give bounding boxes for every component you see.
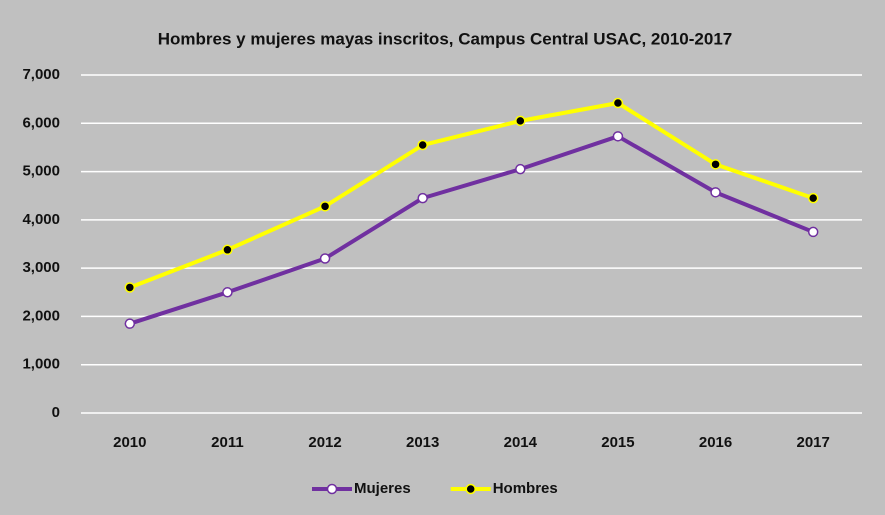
- legend-marker: [465, 483, 476, 495]
- y-tick-label: 1,000: [22, 356, 60, 373]
- data-point: [710, 187, 721, 198]
- legend-label: Hombres: [493, 480, 558, 497]
- y-tick-label: 5,000: [22, 163, 60, 180]
- data-point: [319, 201, 331, 212]
- data-point: [124, 282, 136, 293]
- x-tick-label: 2014: [504, 434, 538, 451]
- data-point: [319, 253, 331, 264]
- data-point: [710, 159, 721, 170]
- x-tick-label: 2013: [406, 434, 439, 451]
- series-line: [129, 134, 814, 326]
- data-point: [222, 287, 233, 298]
- x-tick-label: 2011: [211, 434, 244, 451]
- x-tick-label: 2016: [699, 434, 732, 451]
- x-tick-label: 2010: [113, 434, 146, 451]
- y-tick-label: 3,000: [22, 259, 60, 276]
- x-tick-label: 2015: [601, 434, 634, 451]
- y-tick-label: 2,000: [22, 307, 60, 324]
- data-point: [417, 139, 428, 151]
- data-point: [612, 97, 624, 109]
- y-tick-label: 4,000: [22, 211, 60, 228]
- data-point: [515, 115, 526, 127]
- y-tick-label: 7,000: [22, 66, 60, 83]
- data-point: [222, 244, 233, 256]
- x-tick-label: 2012: [308, 434, 341, 451]
- series-line: [129, 101, 814, 290]
- legend-marker: [326, 483, 338, 495]
- data-point: [515, 163, 526, 175]
- legend-label: Mujeres: [354, 480, 411, 497]
- data-point: [807, 226, 819, 238]
- chart-title: Hombres y mujeres mayas inscritos, Campu…: [158, 29, 732, 48]
- data-point: [612, 131, 624, 142]
- data-point: [124, 318, 136, 329]
- y-tick-label: 6,000: [22, 114, 60, 131]
- data-point: [807, 192, 819, 204]
- y-tick-label: 0: [52, 404, 60, 421]
- data-point: [417, 192, 428, 204]
- x-tick-label: 2017: [797, 434, 830, 451]
